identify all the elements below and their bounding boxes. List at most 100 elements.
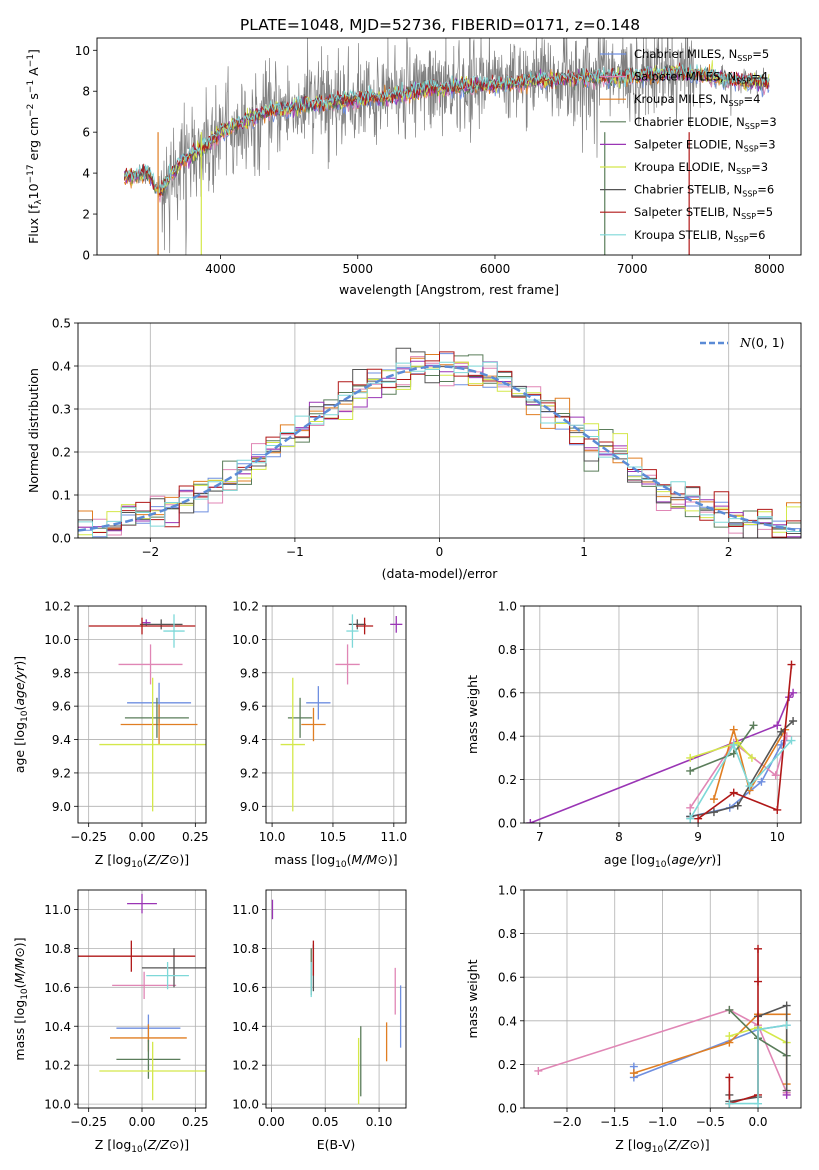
x-tick-label: 0.05 [312,1115,339,1129]
weight-marker [754,944,763,953]
legend-entry: Chabrier ELODIE, NSSP=3 [634,115,777,131]
spectrum-plot-area [124,38,770,255]
weight-marker [782,1090,791,1099]
x-tick-label: −0.25 [70,1115,107,1129]
age-weight-panel: 7 8 9 10 0.0 0.2 0.4 0.6 0.8 1.0 age [log10(age/yr… [465,600,802,870]
y-tick-label: 9.4 [240,733,259,747]
legend-entry: Chabrier MILES, NSSP=5 [634,47,769,63]
axes-frame [77,322,802,539]
weight-series [725,944,763,1108]
x-axis-label: wavelength [Angstrom, rest frame] [339,282,559,297]
axes-frame [77,889,207,1109]
y-tick-label: 0.4 [498,1014,517,1028]
weight-marker [709,808,718,817]
x-tick-label: −1.5 [600,1115,629,1129]
y-tick-label: 0.0 [498,817,517,831]
model-spectrum-line [124,64,770,194]
x-axis-label: Z [log10(Z/Z⊙)] [95,852,189,870]
errorbar-point [99,677,206,812]
y-tick-label: 10.0 [232,633,259,647]
y-tick-label: 4 [82,167,90,181]
y-tick-label: 9.0 [240,800,259,814]
errorbar-point [112,971,177,999]
weight-marker [729,725,738,734]
figure-title: PLATE=1048, MJD=52736, FIBERID=0171, z=0… [240,16,640,34]
y-axis-label: mass [log10(M/M⊙)] [12,937,30,1060]
y-tick-label: 9.6 [240,700,259,714]
x-tick-label: 5000 [342,262,373,276]
y-tick-label: 9.0 [52,800,71,814]
weight-marker [782,1001,791,1010]
y-tick-label: 10.0 [232,1098,259,1112]
legend-entry: Kroupa MILES, NSSP=4 [634,92,760,108]
legend-entry: Kroupa ELODIE, NSSP=3 [634,160,768,176]
errorbar-point [163,614,185,648]
x-tick-label: 0.00 [129,1115,156,1129]
x-tick-label: 11.0 [380,830,407,844]
errorbar-point [146,962,189,990]
weight-marker [729,788,738,797]
errorbar-point [287,697,313,738]
y-tick-label: 9.2 [52,766,71,780]
y-tick-label: 10 [75,44,90,58]
axes-frame [96,37,802,256]
x-axis-label: Z [log10(Z/Z⊙)] [615,1137,709,1155]
y-tick-label: 9.2 [240,766,259,780]
errorbar-point [348,619,366,630]
y-tick-label: 0.2 [52,446,71,460]
x-tick-label: 0.00 [129,830,156,844]
residual-histogram-step [78,347,801,538]
x-tick-label: 10.0 [259,830,286,844]
errorbar-point [142,948,206,988]
errorbar-point [306,686,331,720]
weight-marker [754,1099,763,1108]
residuals-panel: −2 −1 0 1 2 0.0 0.1 0.2 0.3 0.4 0.5 (data-model)/er… [26,317,802,581]
weight-marker [733,801,742,810]
z-mass-plot-area [78,890,206,1108]
y-tick-label: 9.8 [240,666,259,680]
y-tick-label: 2 [82,208,90,222]
y-tick-label: 0.2 [498,773,517,787]
ebv-mass-plot-area [266,890,406,1108]
residuals-plot-area [78,323,801,538]
errorbar-point [142,619,151,627]
errorbar-point [99,1041,206,1101]
weight-series [686,732,791,812]
y-tick-label: 0.3 [52,403,71,417]
weight-marker [773,805,782,814]
y-tick-label: 9.8 [52,666,71,680]
legend-entry: Salpeter MILES, NSSP=4 [634,70,768,86]
y-tick-label: 11.0 [44,903,71,917]
x-tick-label: 9 [694,830,702,844]
weight-marker [749,721,758,730]
weight-marker [757,777,766,786]
weight-marker [745,782,754,791]
y-tick-label: 0.1 [52,489,71,503]
x-tick-label: 10 [770,830,785,844]
errorbar-point [120,704,198,745]
errorbar-point [88,617,196,635]
x-tick-label: 0 [436,545,444,559]
errorbar-point [356,617,374,635]
x-tick-label: 2 [725,545,733,559]
weight-marker [777,727,786,736]
errorbar-point [116,1039,181,1079]
weight-series [694,660,796,823]
x-tick-label: 7 [536,830,544,844]
y-tick-label: 10.2 [232,600,259,614]
y-tick-label: 0.8 [498,643,517,657]
y-axis-label: age [log10(age/yr)] [12,656,30,773]
z-mass-panel: −0.25 0.00 0.25 10.0 10.2 10.4 10.6 10.8 11.0 Z [… [12,889,209,1155]
weight-marker [782,1021,791,1030]
axes-frame [523,889,802,1109]
y-axis-label: mass weight [465,675,480,754]
weight-marker [771,771,780,780]
x-tick-label: −0.5 [696,1115,725,1129]
y-tick-label: 0.0 [498,1102,517,1116]
weight-marker [629,1069,638,1078]
errorbar-point [127,893,157,914]
x-tick-label: 7000 [617,262,648,276]
axes-frame [77,605,207,824]
y-tick-label: 0 [82,249,90,263]
y-tick-label: 6 [82,126,90,140]
